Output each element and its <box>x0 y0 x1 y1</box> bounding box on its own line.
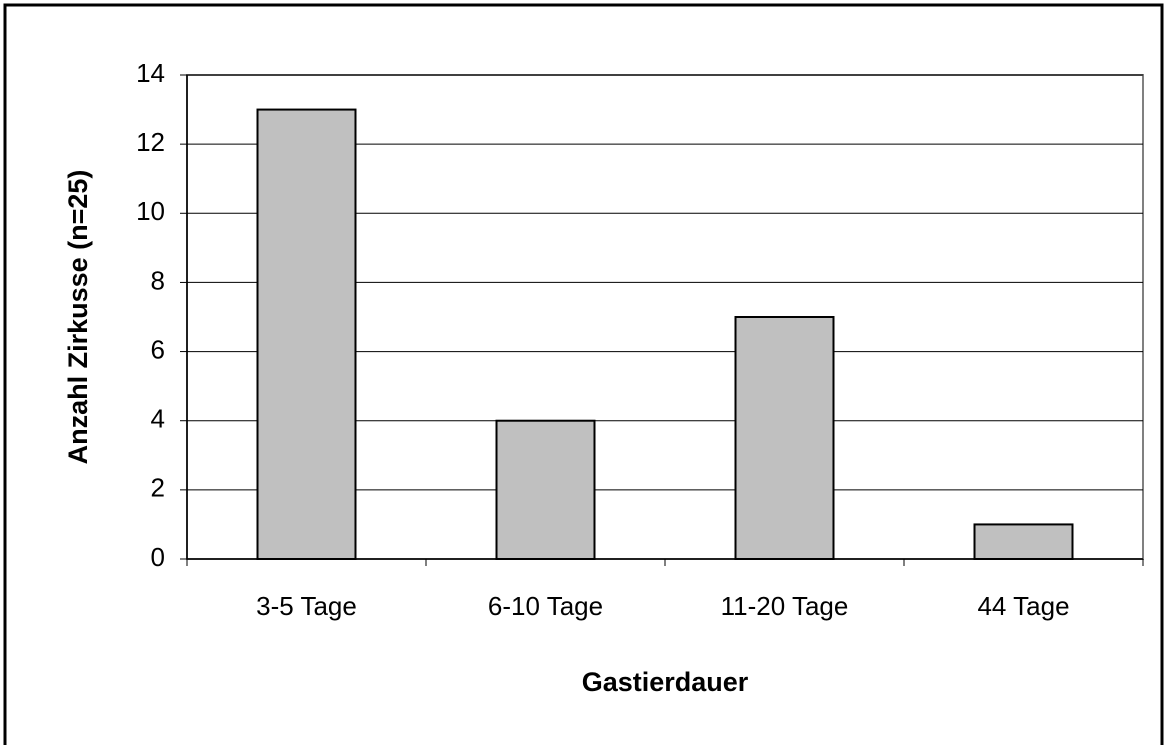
bar <box>973 523 1074 561</box>
x-tick-label: 3-5 Tage <box>256 591 357 621</box>
bar <box>495 419 596 561</box>
y-axis-label: Anzahl Zirkusse (n=25) <box>63 170 93 465</box>
y-tick-label: 6 <box>151 334 165 364</box>
y-tick-label: 4 <box>151 404 165 434</box>
bar <box>256 108 357 560</box>
x-tick-label: 44 Tage <box>977 591 1069 621</box>
y-tick-label: 8 <box>151 265 165 295</box>
x-tick-label: 11-20 Tage <box>721 591 849 621</box>
y-tick-label: 12 <box>136 127 165 157</box>
y-tick-label: 10 <box>136 196 165 226</box>
chart-frame <box>3 3 1164 745</box>
bar <box>734 316 835 560</box>
y-tick-label: 0 <box>151 542 165 572</box>
y-tick-label: 14 <box>136 58 165 88</box>
y-tick-label: 2 <box>151 473 165 503</box>
x-tick-label: 6-10 Tage <box>488 591 603 621</box>
x-axis-label: Gastierdauer <box>582 667 749 697</box>
